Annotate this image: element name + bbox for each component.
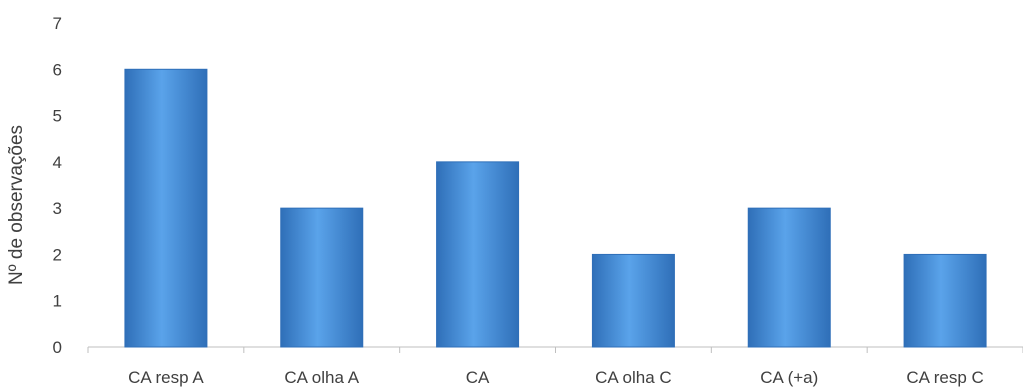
y-tick-label: 4 [53, 153, 62, 172]
x-tick-label: CA resp C [906, 368, 983, 387]
bar-series [124, 68, 987, 348]
bar [747, 207, 831, 348]
y-tick-label: 5 [53, 107, 62, 126]
x-axis-ticks: CA resp A CA olha A CA CA olha C CA (+a) CA r… [128, 368, 984, 387]
x-tick-label: CA resp A [128, 368, 204, 387]
bar [124, 68, 208, 348]
y-tick-label: 1 [53, 292, 62, 311]
x-tick-label: CA (+a) [760, 368, 818, 387]
y-tick-label: 2 [53, 245, 62, 264]
y-tick-label: 7 [53, 14, 62, 33]
y-tick-label: 6 [53, 60, 62, 79]
y-tick-label: 3 [53, 199, 62, 218]
y-axis-title: Nº de observações [6, 125, 27, 285]
y-tick-label: 0 [53, 338, 62, 357]
x-tick-label: CA [466, 368, 490, 387]
bar [591, 253, 675, 348]
x-tick-label: CA olha A [284, 368, 359, 387]
bar [903, 253, 987, 348]
x-tick-label: CA olha C [595, 368, 672, 387]
y-axis-ticks: 0 1 2 3 4 5 6 7 [53, 14, 62, 357]
bar [436, 161, 520, 348]
bar [280, 207, 364, 348]
